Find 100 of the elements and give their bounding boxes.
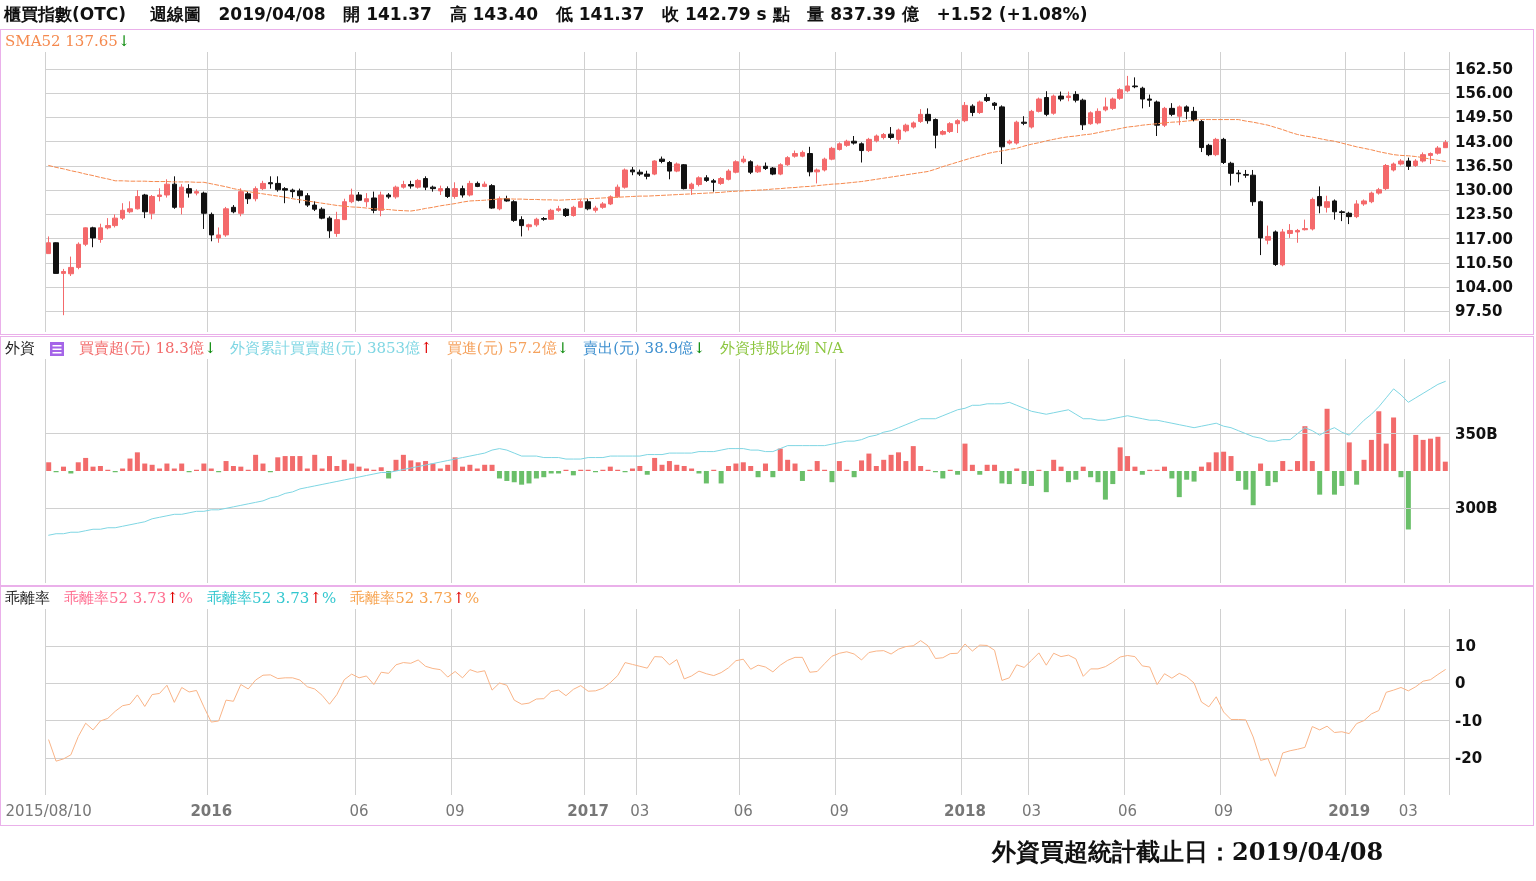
bar [142, 463, 148, 471]
candlestick [1007, 139, 1012, 146]
bar [1080, 466, 1086, 471]
bar [962, 443, 968, 471]
bar [1235, 471, 1241, 481]
bar [1191, 471, 1197, 482]
candlestick [223, 206, 229, 238]
bar [718, 471, 724, 484]
candlestick [1236, 169, 1241, 183]
bar [785, 459, 791, 471]
candlestick [83, 226, 88, 247]
y-tick-label: 110.50 [1455, 253, 1513, 272]
bar [607, 466, 613, 471]
candlestick [1125, 75, 1130, 93]
bar [748, 466, 754, 471]
bar [1331, 471, 1337, 495]
candlestick [1383, 163, 1389, 191]
bar [489, 464, 495, 471]
bar [866, 453, 872, 471]
bar [1398, 471, 1404, 478]
bar [652, 457, 658, 471]
bar [1346, 442, 1352, 471]
candlestick [319, 206, 325, 220]
bar [356, 466, 362, 471]
candlestick [600, 201, 606, 210]
bar [511, 471, 517, 483]
bar [1176, 471, 1182, 498]
bar [1139, 471, 1145, 475]
bar [445, 464, 451, 471]
bar [1169, 471, 1175, 479]
bar [341, 459, 347, 471]
bar [201, 463, 207, 471]
bar [1317, 471, 1323, 495]
bar [895, 452, 901, 471]
bar [504, 471, 510, 481]
candlestick [378, 191, 384, 217]
candlestick [681, 163, 687, 190]
bar [918, 466, 924, 471]
y-tick-label: 162.50 [1455, 59, 1513, 78]
candlestick [741, 155, 746, 164]
y-tick-label: 0 [1455, 674, 1466, 693]
bar [290, 456, 296, 471]
candlestick [800, 150, 805, 158]
bar [999, 471, 1005, 484]
candlestick [541, 216, 547, 222]
candlestick [1413, 158, 1418, 168]
bar [149, 464, 155, 471]
bar [460, 466, 466, 471]
candlestick [814, 167, 820, 184]
candlestick [556, 205, 561, 213]
candlestick [1169, 102, 1175, 117]
bar [482, 464, 488, 471]
bar [1125, 456, 1131, 471]
candlestick [157, 187, 162, 202]
candlestick [896, 128, 901, 145]
candlestick [127, 200, 133, 214]
line-series [48, 640, 1446, 777]
candlestick [1346, 211, 1352, 225]
candlestick [1014, 120, 1019, 146]
candlestick [1206, 143, 1212, 157]
bar [1324, 408, 1330, 471]
bar [873, 466, 879, 471]
bar [1095, 471, 1101, 483]
candlestick [46, 235, 51, 255]
candlestick [497, 195, 502, 211]
candlestick [955, 118, 960, 134]
candlestick [807, 146, 813, 177]
bar [755, 471, 761, 478]
candlestick [578, 198, 583, 209]
candlestick [452, 181, 458, 200]
candlestick [327, 215, 332, 239]
candlestick [408, 180, 414, 190]
bar [526, 471, 532, 484]
x-tick-label: 09 [1214, 801, 1234, 820]
candlestick [874, 134, 879, 143]
candlestick [977, 100, 983, 115]
candlestick [1310, 197, 1315, 231]
candlestick [659, 156, 665, 164]
candlestick [1147, 94, 1152, 108]
candlestick [1162, 106, 1167, 128]
bar [1428, 438, 1434, 471]
bar [1198, 466, 1204, 471]
text: ↓ [203, 339, 217, 357]
bar [1258, 463, 1264, 471]
bar [910, 446, 916, 471]
candlestick [778, 162, 783, 176]
bar [312, 454, 318, 471]
candlestick [1428, 151, 1433, 165]
bar [541, 471, 547, 478]
bar [726, 466, 732, 471]
candlestick [918, 108, 923, 124]
candlestick [630, 166, 635, 176]
text: SMA52 137.65 [5, 32, 118, 50]
candlestick [268, 175, 273, 190]
candlestick [585, 198, 591, 211]
candlestick [704, 174, 709, 183]
candlestick [763, 162, 768, 171]
bar [134, 452, 140, 471]
candlestick [1361, 198, 1367, 207]
candlestick [1051, 94, 1056, 116]
